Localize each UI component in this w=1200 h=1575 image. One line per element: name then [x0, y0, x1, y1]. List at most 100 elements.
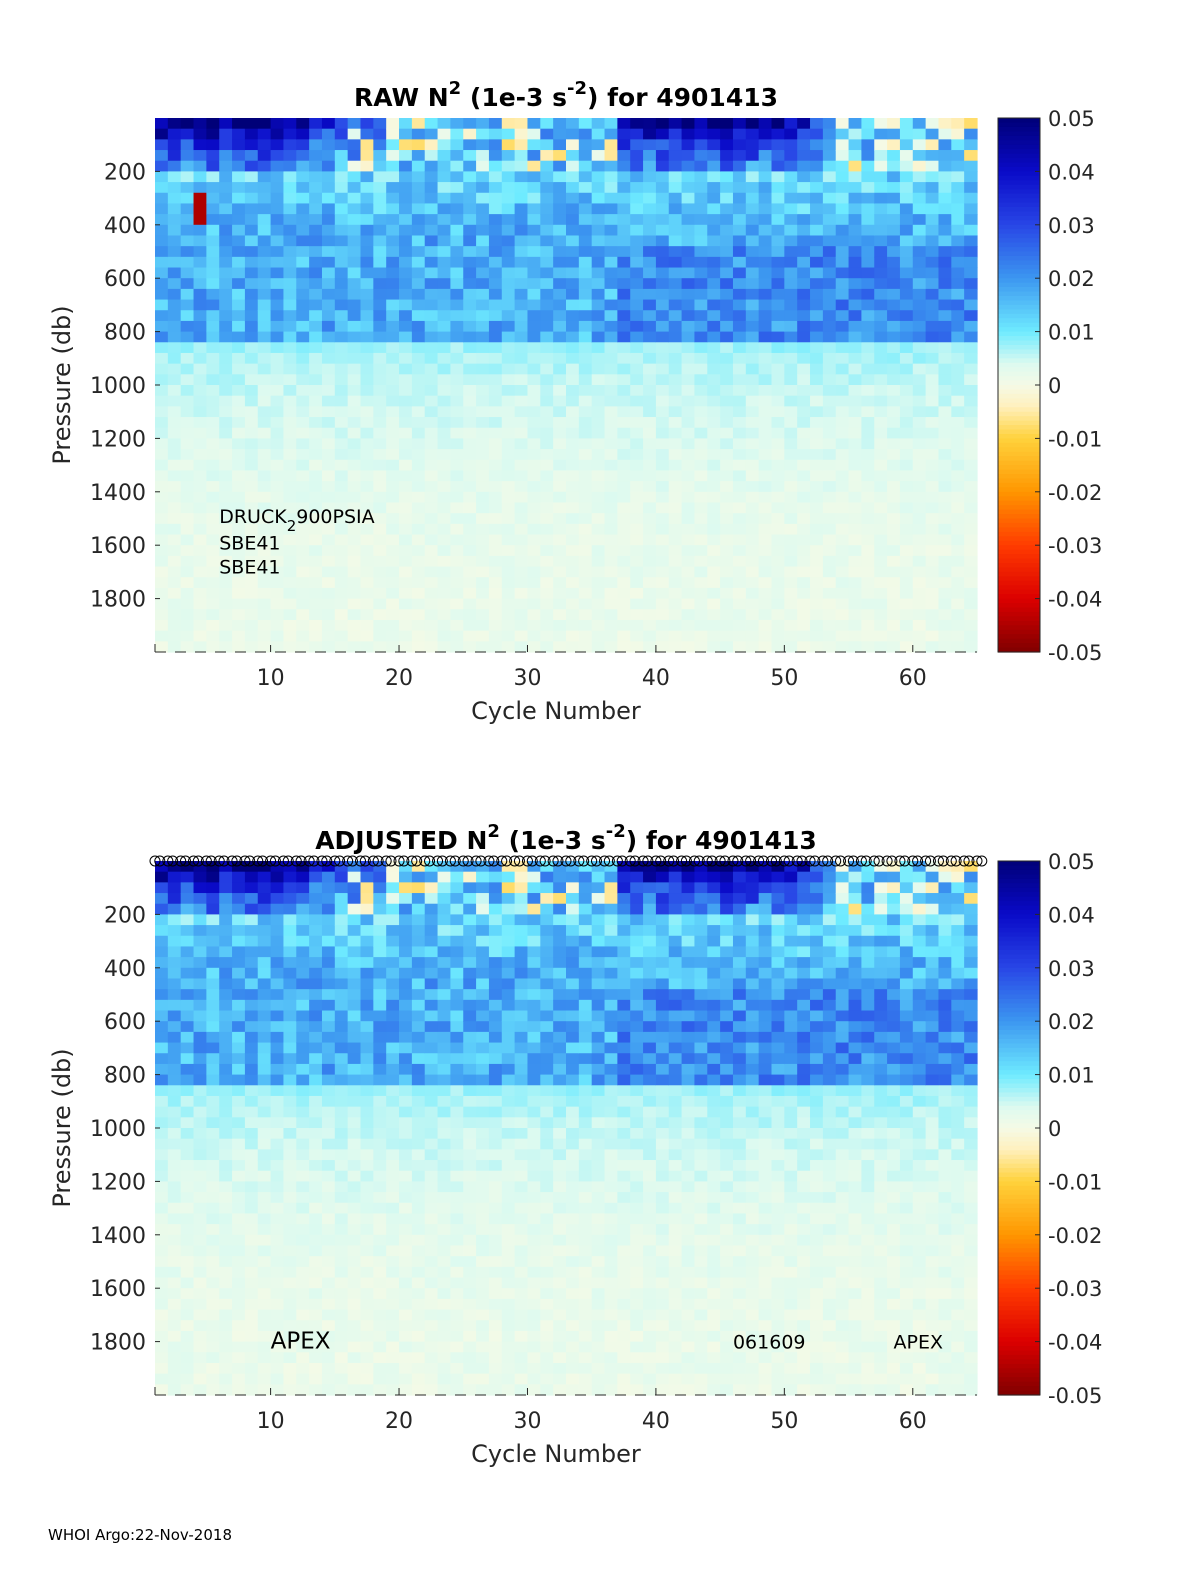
- heatmap-cell: [334, 946, 349, 958]
- heatmap-cell: [437, 523, 451, 536]
- heatmap-cell: [887, 449, 901, 461]
- heatmap-cell: [707, 288, 721, 301]
- heatmap-cell: [668, 470, 683, 482]
- heatmap-cell: [373, 1031, 387, 1044]
- heatmap-cell: [155, 1021, 169, 1033]
- heatmap-cell: [373, 534, 387, 546]
- heatmap-cell: [206, 1277, 220, 1289]
- heatmap-cell: [180, 1149, 195, 1161]
- heatmap-cell: [732, 502, 747, 514]
- heatmap-cell: [193, 630, 207, 642]
- heatmap-cell: [206, 128, 220, 140]
- heatmap-cell: [938, 342, 952, 354]
- heatmap-cell: [450, 1181, 464, 1193]
- heatmap-cell: [167, 1266, 182, 1279]
- heatmap-cell: [347, 150, 362, 162]
- colorbar-swatch: [998, 482, 1040, 488]
- heatmap-cell: [964, 566, 978, 578]
- heatmap-cell: [951, 192, 965, 205]
- heatmap-cell: [476, 278, 490, 290]
- heatmap-cell: [938, 299, 952, 311]
- heatmap-cell: [951, 267, 965, 279]
- heatmap-cell: [899, 513, 914, 525]
- heatmap-cell: [784, 619, 798, 632]
- heatmap-cell: [553, 310, 567, 322]
- heatmap-cell: [476, 555, 490, 568]
- heatmap-cell: [514, 1330, 529, 1343]
- heatmap-cell: [321, 946, 336, 958]
- heatmap-cell: [488, 182, 503, 194]
- heatmap-cell: [810, 118, 824, 130]
- heatmap-cell: [912, 491, 927, 504]
- heatmap-cell: [232, 861, 246, 873]
- heatmap-cell: [437, 139, 451, 151]
- heatmap-cell: [655, 438, 670, 450]
- heatmap-cell: [244, 1256, 259, 1268]
- heatmap-cell: [244, 1010, 259, 1022]
- heatmap-cell: [399, 182, 413, 194]
- heatmap-cell: [206, 1031, 220, 1044]
- heatmap-cell: [180, 267, 195, 279]
- heatmap-cell: [360, 566, 374, 578]
- heatmap-cell: [180, 523, 195, 536]
- heatmap-cell: [514, 1085, 529, 1097]
- heatmap-cell: [476, 1010, 490, 1022]
- heatmap-cell: [257, 609, 272, 621]
- heatmap-cell: [244, 1160, 259, 1172]
- heatmap-cell: [244, 534, 259, 546]
- heatmap-cell: [411, 1288, 426, 1300]
- heatmap-cell: [925, 182, 940, 194]
- heatmap-cell: [655, 417, 670, 429]
- heatmap-cell: [604, 427, 618, 439]
- heatmap-cell: [399, 534, 413, 546]
- heatmap-cell: [488, 1352, 503, 1364]
- heatmap-cell: [334, 1106, 349, 1118]
- heatmap-cell: [244, 1288, 259, 1300]
- heatmap-cell: [244, 577, 259, 589]
- heatmap-cell: [257, 491, 272, 504]
- heatmap-cell: [296, 1010, 310, 1022]
- heatmap-cell: [553, 299, 567, 311]
- heatmap-cell: [437, 935, 451, 948]
- heatmap-cell: [334, 1288, 349, 1300]
- heatmap-cell: [155, 935, 169, 948]
- heatmap-cell: [732, 128, 747, 140]
- heatmap-cell: [553, 1074, 567, 1086]
- heatmap-cell: [540, 641, 554, 653]
- heatmap-cell: [861, 577, 875, 589]
- heatmap-cell: [514, 406, 529, 418]
- heatmap-cell: [707, 182, 721, 194]
- heatmap-cell: [604, 139, 618, 151]
- heatmap-cell: [707, 481, 721, 493]
- heatmap-cell: [232, 1213, 246, 1225]
- heatmap-cell: [180, 1160, 195, 1172]
- heatmap-cell: [848, 160, 862, 172]
- heatmap-cell: [193, 1074, 207, 1086]
- heatmap-cell: [206, 946, 220, 958]
- heatmap-cell: [219, 1063, 233, 1076]
- heatmap-cell: [219, 534, 233, 546]
- heatmap-cell: [309, 1256, 323, 1268]
- heatmap-cell: [912, 203, 927, 215]
- heatmap-cell: [745, 310, 760, 322]
- heatmap-cell: [283, 1384, 297, 1396]
- heatmap-cell: [411, 914, 426, 926]
- heatmap-cell: [424, 545, 439, 557]
- heatmap-cell: [450, 967, 464, 980]
- heatmap-cell: [514, 1053, 529, 1065]
- heatmap-cell: [360, 545, 374, 557]
- heatmap-cell: [758, 320, 773, 333]
- heatmap-cell: [219, 502, 233, 514]
- heatmap-cell: [321, 1373, 336, 1385]
- heatmap-cell: [411, 246, 426, 258]
- heatmap-cell: [244, 214, 259, 226]
- heatmap-cell: [476, 534, 490, 546]
- heatmap-cell: [540, 1042, 554, 1054]
- heatmap-cell: [797, 523, 811, 536]
- heatmap-cell: [540, 438, 554, 450]
- heatmap-cell: [411, 427, 426, 439]
- heatmap-cell: [784, 331, 798, 343]
- heatmap-cell: [540, 893, 554, 905]
- heatmap-cell: [668, 406, 683, 418]
- heatmap-cell: [476, 1085, 490, 1097]
